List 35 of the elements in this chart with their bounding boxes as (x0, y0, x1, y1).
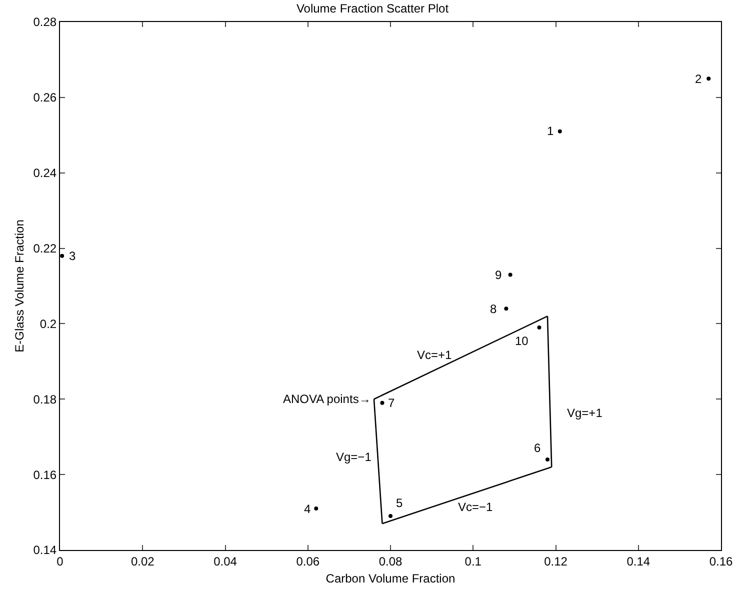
annotation: 6 (534, 441, 541, 455)
y-tick-label: 0.14 (33, 543, 57, 558)
y-axis-title: E-Glass Volume Fraction (12, 220, 27, 352)
y-tick-label: 0.2 (40, 316, 57, 331)
annotation: 7 (388, 396, 395, 410)
x-tick-label: 0.04 (214, 554, 238, 568)
x-tick-label: 0.02 (130, 554, 155, 568)
x-tick-label: 0.14 (626, 554, 650, 568)
y-tick-label: 0.24 (33, 166, 57, 180)
annotation: ANOVA points→ (283, 392, 371, 406)
x-axis-title: Carbon Volume Fraction (326, 571, 456, 586)
y-tick-label: 0.26 (33, 90, 57, 105)
annotation: 1 (547, 124, 554, 138)
y-tick-label: 0.16 (33, 468, 57, 482)
annotation: 2 (695, 72, 702, 86)
annotation: 10 (515, 334, 529, 348)
x-tick-label: 0.12 (544, 554, 568, 568)
chart-title: Volume Fraction Scatter Plot (296, 2, 450, 16)
annotation: Vc=−1 (458, 500, 494, 514)
x-tick-label: 0.08 (378, 554, 402, 568)
x-tick-label: 0.06 (296, 554, 320, 568)
annotation: Vc=+1 (417, 348, 452, 362)
annotation: Vg=+1 (567, 406, 603, 420)
y-tick-label: 0.28 (33, 15, 57, 30)
annotation: 8 (490, 302, 497, 316)
x-tick-label: 0.16 (709, 554, 733, 568)
y-tick-label: 0.18 (33, 392, 57, 406)
annotation: 9 (495, 268, 502, 282)
annotation: 3 (69, 249, 76, 263)
x-tick-label: 0 (56, 554, 64, 568)
x-tick-label: 0.1 (464, 554, 482, 568)
annotation: 4 (304, 502, 311, 516)
annotation: Vg=−1 (336, 450, 372, 464)
annotation: 5 (396, 496, 403, 510)
y-tick-label: 0.22 (33, 241, 57, 256)
